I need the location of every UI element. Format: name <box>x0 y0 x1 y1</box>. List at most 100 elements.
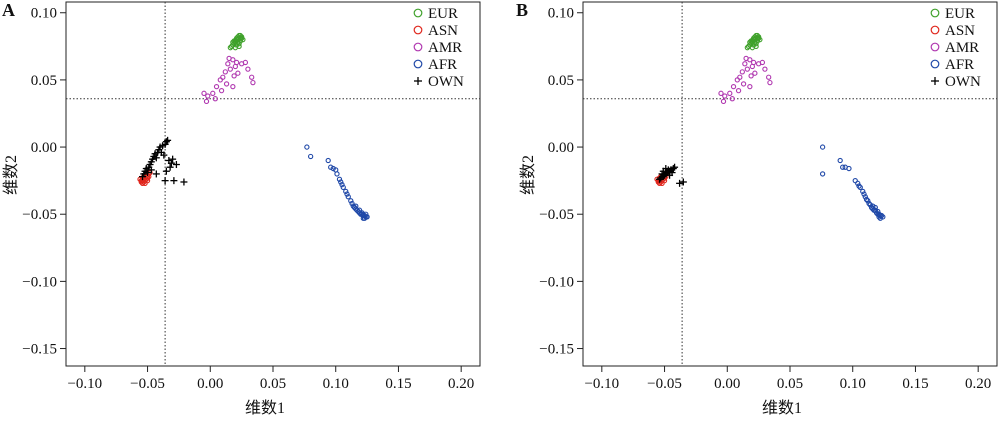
data-point-own <box>169 155 177 163</box>
data-point-own <box>172 161 180 169</box>
data-point-amr <box>747 57 753 63</box>
data-point-afr <box>875 208 881 215</box>
data-point-own <box>161 177 169 185</box>
y-axis-title: 维数2 <box>519 155 537 195</box>
y-tick-label: −0.15 <box>539 342 574 358</box>
x-tick-label: 0.15 <box>385 376 411 392</box>
data-point-eur <box>237 32 244 39</box>
data-point-amr <box>735 87 742 94</box>
data-point-amr <box>734 77 740 83</box>
legend-item-eur: EUR <box>413 6 458 22</box>
data-point-afr <box>360 215 366 221</box>
legend-item-amr: AMR <box>413 40 462 56</box>
y-tick-label: 0.10 <box>31 6 57 22</box>
data-point-afr <box>359 210 365 216</box>
legend-item-own: OWN <box>931 74 981 90</box>
data-point-afr <box>307 153 314 160</box>
x-tick-label: 0.10 <box>840 376 866 392</box>
series-own <box>139 136 188 186</box>
data-point-amr <box>242 59 249 66</box>
legend-label: EUR <box>428 6 458 22</box>
data-point-eur <box>750 35 757 41</box>
data-point-afr <box>334 171 340 177</box>
legend-label: OWN <box>428 74 464 90</box>
data-point-eur <box>747 39 753 45</box>
data-point-own <box>170 177 178 185</box>
data-point-afr <box>865 198 871 204</box>
data-point-amr <box>218 87 225 94</box>
data-point-own <box>657 174 665 182</box>
series-eur <box>227 32 246 51</box>
data-point-own <box>164 136 172 144</box>
data-point-amr <box>720 98 727 105</box>
x-tick-label: 0.15 <box>902 376 928 392</box>
data-point-afr <box>837 157 843 164</box>
legend-label: EUR <box>945 6 975 22</box>
x-tick-label: −0.10 <box>584 376 619 392</box>
y-tick-label: 0.10 <box>548 6 574 22</box>
data-point-own <box>152 154 160 162</box>
plot-area-b <box>582 1 998 367</box>
data-point-amr <box>744 66 750 72</box>
data-point-afr <box>857 184 863 191</box>
data-point-amr <box>235 70 241 76</box>
data-point-eur <box>233 35 240 41</box>
data-point-amr <box>749 63 756 70</box>
legend-item-asn: ASN <box>413 23 458 39</box>
y-tick-label: 0.05 <box>31 73 57 89</box>
data-point-afr <box>343 188 349 195</box>
x-tick-label: −0.05 <box>647 376 682 392</box>
y-tick-label: −0.15 <box>22 342 57 358</box>
data-point-eur <box>744 45 750 51</box>
legend-label: AFR <box>428 57 457 73</box>
data-point-afr <box>819 144 826 150</box>
data-point-own <box>160 151 168 159</box>
panel-letter-b: B <box>516 0 528 20</box>
data-point-amr <box>767 79 773 86</box>
data-point-afr <box>870 203 876 209</box>
y-tick-label: −0.10 <box>539 274 574 290</box>
data-point-afr <box>876 214 882 220</box>
legend-marker <box>413 8 423 18</box>
data-point-afr <box>819 171 826 177</box>
data-point-own <box>676 179 684 187</box>
plot-area-a <box>65 1 481 367</box>
data-point-own <box>144 169 152 177</box>
data-point-amr <box>201 90 207 96</box>
data-point-own <box>162 167 170 175</box>
data-point-eur <box>236 43 242 49</box>
x-tick-label: −0.05 <box>130 376 165 392</box>
data-point-own <box>152 170 160 178</box>
data-point-eur <box>230 39 236 45</box>
panel-a: A −0.10 −0.05 0.00 0.05 0.10 0.15 0.20 0.10 0.05… <box>2 0 481 417</box>
data-point-amr <box>205 93 211 99</box>
data-point-afr <box>846 165 852 172</box>
data-point-amr <box>223 81 230 87</box>
data-point-own <box>180 178 188 186</box>
data-point-afr <box>863 196 870 203</box>
data-point-afr <box>861 191 867 197</box>
data-point-own <box>671 163 679 171</box>
data-point-eur <box>754 32 761 39</box>
data-point-amr <box>227 66 233 72</box>
data-point-amr <box>230 57 236 63</box>
data-point-amr <box>203 98 210 105</box>
data-point-amr <box>212 96 218 102</box>
data-point-own <box>679 178 687 186</box>
legend-label: ASN <box>945 23 975 39</box>
legend-item-afr: AFR <box>930 57 974 73</box>
plot-layer-a: −0.10 −0.05 0.00 0.05 0.10 0.15 0.20 0.10 0.05 0.… <box>2 2 480 417</box>
data-point-amr <box>210 90 216 96</box>
y-tick-label: −0.05 <box>539 207 574 223</box>
data-point-afr <box>866 200 872 207</box>
series-eur <box>744 32 763 51</box>
plot-layer-b: −0.10 −0.05 0.00 0.05 0.10 0.15 0.20 0.10 0.05 0.… <box>519 2 997 417</box>
legend-label: AMR <box>945 40 979 56</box>
data-point-amr <box>225 61 231 67</box>
data-point-amr <box>759 59 766 66</box>
data-point-afr <box>348 198 354 204</box>
data-point-eur <box>227 45 233 51</box>
data-point-afr <box>349 200 355 207</box>
